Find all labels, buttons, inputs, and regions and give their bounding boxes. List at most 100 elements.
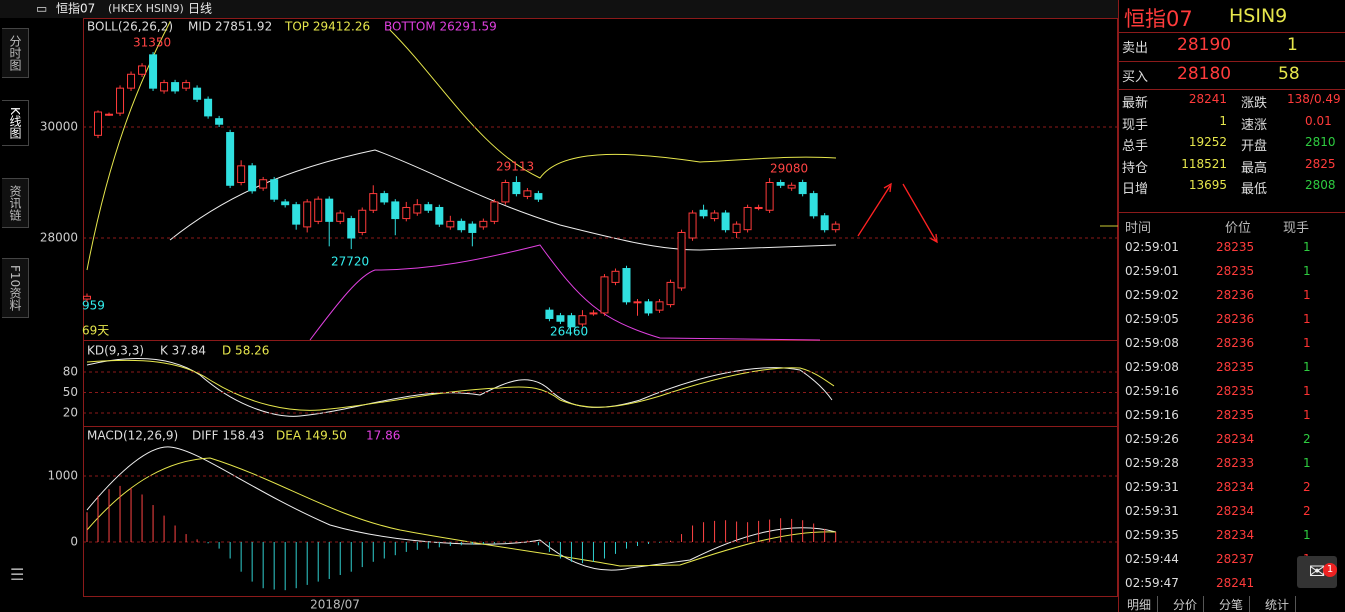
candle-body (490, 201, 499, 222)
candle-body (215, 118, 224, 125)
candle-body (556, 315, 565, 322)
tick-time: 02:59:16 (1125, 384, 1179, 398)
instrument-code[interactable]: (HKEX HSIN9) (108, 2, 184, 15)
tick-price: 28234 (1216, 432, 1255, 446)
bottom-tab[interactable]: 明细 (1127, 596, 1159, 612)
candle-body (534, 193, 543, 200)
candle-body (358, 209, 367, 233)
stat-value: 0.01 (1305, 113, 1332, 128)
candle-body (380, 193, 389, 203)
tick-price: 28236 (1216, 312, 1255, 326)
candle-body (325, 198, 334, 222)
candle-body (479, 220, 488, 228)
boll-top-line (389, 29, 837, 179)
boll-bottom: BOTTOM 26291.59 (384, 20, 497, 34)
stat-value: 2825 (1305, 156, 1336, 171)
stat-label: 最低 (1241, 182, 1268, 197)
y-tick-label: 80 (63, 365, 78, 379)
stat-value: 138/0.49 (1287, 92, 1341, 106)
stat-label: 日增 (1122, 182, 1149, 197)
candle-body (160, 82, 169, 92)
tick-volume: 1 (1303, 360, 1311, 374)
boll-top-line (86, 21, 171, 271)
sidebar-tab[interactable]: K线图 (2, 100, 29, 146)
macd-diff-line (86, 446, 837, 571)
sidebar-tab[interactable]: 分时图 (2, 28, 29, 78)
tick-price: 28234 (1216, 504, 1255, 518)
candle-body (831, 223, 840, 231)
stat-label: 速涨 (1241, 117, 1268, 133)
candle-body (743, 206, 752, 231)
days-label: 69天 (82, 324, 109, 338)
candle-body (369, 193, 378, 211)
candle-body (666, 281, 675, 306)
candle-body (578, 315, 587, 325)
mail-icon[interactable]: ✉ (1297, 556, 1337, 588)
candle-body (171, 82, 180, 92)
candle-body (204, 98, 213, 117)
candle-body (633, 301, 642, 304)
boll-bottom-line (309, 244, 821, 341)
y-tick-label: 28000 (40, 231, 78, 245)
sidebar-tab[interactable]: F10资料 (2, 258, 29, 319)
bottom-tab[interactable]: 统计 (1265, 596, 1297, 612)
divider (1119, 89, 1345, 90)
x-axis-label: 2018/07 (310, 598, 360, 612)
candle-body (435, 206, 444, 225)
sidebar-tab[interactable]: 资讯链 (2, 178, 29, 228)
candle-body (809, 193, 818, 217)
tick-time: 02:59:44 (1125, 552, 1179, 566)
y-tick-label: 20 (63, 406, 78, 420)
ticks-header: 时间 (1125, 221, 1152, 236)
bottom-tab[interactable]: 分价 (1173, 596, 1205, 612)
boll-mid: MID 27851.92 (188, 20, 272, 34)
macd-diff: DIFF 158.43 (192, 429, 264, 443)
macd-dea-line (86, 457, 837, 567)
tick-volume: 1 (1303, 336, 1311, 350)
tick-volume: 1 (1303, 456, 1311, 470)
low-label: 27720 (331, 255, 369, 269)
arrows (857, 182, 938, 244)
stat-label: 持仓 (1122, 160, 1149, 176)
stat-value: 1 (1219, 113, 1227, 128)
sell-label: 卖出 (1122, 41, 1149, 56)
candle-body (732, 223, 741, 233)
list-icon[interactable]: ☰ (10, 565, 25, 584)
tick-price: 28233 (1216, 456, 1255, 470)
sell-volume: 1 (1287, 35, 1298, 55)
candle-body (94, 111, 103, 136)
boll-mid-line (169, 149, 837, 251)
period[interactable]: 日线 (188, 2, 212, 16)
candle-body (402, 206, 411, 220)
tick-time: 02:59:08 (1125, 336, 1179, 350)
tick-time: 02:59:47 (1125, 576, 1179, 590)
tick-time: 02:59:35 (1125, 528, 1179, 542)
tick-volume: 2 (1303, 480, 1311, 494)
tick-price: 28237 (1216, 552, 1255, 566)
boll-top: TOP 29412.26 (284, 20, 370, 34)
candle-body (292, 204, 301, 225)
high-label: 29080 (770, 162, 808, 176)
buy-price: 28180 (1177, 64, 1232, 84)
tick-volume: 1 (1303, 384, 1311, 398)
bottom-tab[interactable]: 分笔 (1219, 596, 1251, 612)
tick-price: 28234 (1216, 480, 1255, 494)
candle-body (347, 218, 356, 239)
tick-time: 02:59:16 (1125, 408, 1179, 422)
instrument-title: 恒指07 (56, 1, 95, 16)
tick-price: 28236 (1216, 336, 1255, 350)
candle-body (457, 220, 466, 231)
tick-volume: 2 (1303, 504, 1311, 518)
stat-label: 涨跌 (1241, 96, 1268, 111)
kd-k: K 37.84 (160, 344, 206, 358)
stat-label: 最新 (1122, 96, 1149, 111)
candle-body (699, 209, 708, 217)
candle-body (127, 73, 136, 89)
tick-time: 02:59:28 (1125, 456, 1179, 470)
candle-body (765, 182, 774, 211)
divider (1119, 32, 1345, 33)
candle-body (523, 190, 532, 197)
panel-frame (83, 18, 1118, 597)
stat-label: 开盘 (1241, 139, 1268, 154)
chart: ▭ 恒指07 (HKEX HSIN9) 日线 BOLL(26,26,2) MID… (0, 0, 1118, 612)
